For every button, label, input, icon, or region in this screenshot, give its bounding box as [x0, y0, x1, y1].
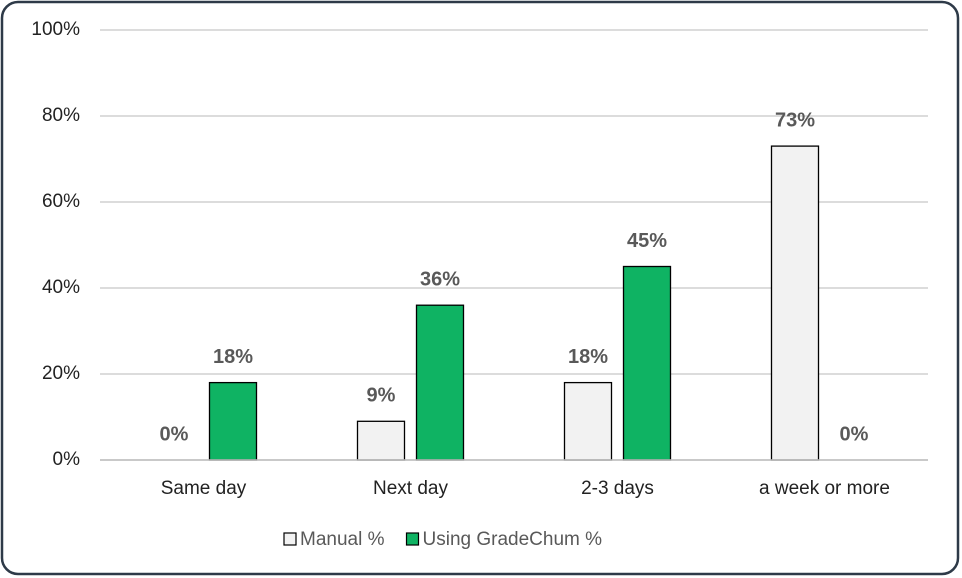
bar: [770, 145, 820, 461]
x-tick-label: Same day: [161, 478, 247, 499]
value-label: 0%: [840, 423, 869, 445]
legend-label: Manual %: [300, 529, 385, 550]
legend-label: Using GradeChum %: [423, 529, 603, 550]
legend-swatch: [405, 532, 420, 546]
value-label: 36%: [420, 268, 460, 290]
legend-swatch: [283, 532, 297, 546]
value-label: 18%: [568, 346, 608, 368]
y-tick-label: 20%: [42, 363, 80, 384]
value-label: 45%: [627, 230, 667, 252]
y-tick-label: 80%: [42, 105, 80, 126]
y-tick-label: 100%: [31, 19, 80, 40]
value-label: 73%: [775, 109, 815, 131]
x-tick-label: 2-3 days: [581, 478, 654, 499]
value-label: 0%: [160, 423, 189, 445]
bar: [622, 265, 672, 461]
bar: [415, 304, 465, 461]
y-tick-label: 60%: [42, 191, 80, 212]
bar: [563, 381, 613, 461]
x-tick-label: Next day: [373, 478, 448, 499]
bar: [208, 381, 258, 461]
y-tick-label: 40%: [42, 277, 80, 298]
x-tick-label: a week or more: [759, 478, 890, 499]
value-label: 9%: [367, 385, 396, 407]
value-label: 18%: [213, 346, 253, 368]
y-tick-label: 0%: [53, 449, 81, 470]
bar: [356, 420, 406, 461]
